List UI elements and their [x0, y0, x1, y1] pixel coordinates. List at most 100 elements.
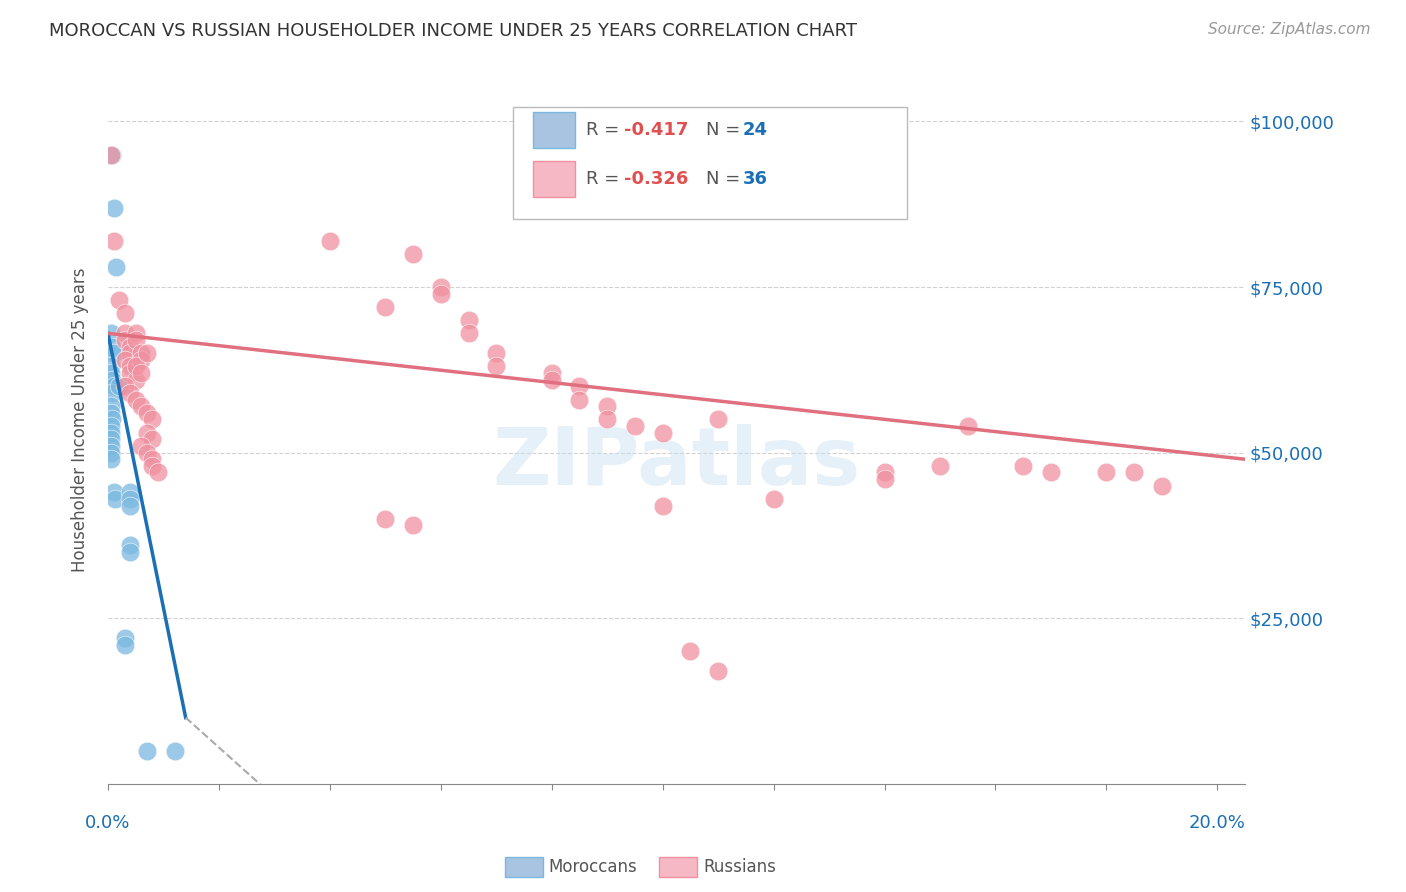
Point [100, 406, 122, 420]
Text: R =: R = [586, 121, 626, 139]
Point [1012, 458, 1035, 473]
Point [141, 433, 163, 447]
Text: R =: R = [586, 170, 626, 188]
Point [596, 399, 619, 413]
Point [319, 234, 342, 248]
Point [120, 545, 142, 559]
Text: -0.417: -0.417 [624, 121, 689, 139]
Point [120, 359, 142, 374]
Point [135, 346, 157, 360]
Point [540, 373, 562, 387]
Point [135, 744, 157, 758]
Point [873, 472, 896, 486]
Point [929, 458, 952, 473]
Point [956, 419, 979, 434]
Point [100, 399, 122, 413]
Point [624, 419, 647, 434]
Point [100, 425, 122, 440]
Point [103, 485, 125, 500]
Text: 20.0%: 20.0% [1189, 814, 1246, 832]
Point [402, 247, 425, 261]
Point [101, 412, 124, 426]
Point [129, 366, 152, 380]
Point [120, 538, 142, 552]
Point [100, 439, 122, 453]
Point [141, 412, 163, 426]
Text: -0.326: -0.326 [624, 170, 689, 188]
Point [100, 326, 122, 341]
Point [120, 366, 142, 380]
Point [103, 346, 125, 360]
Point [100, 445, 122, 459]
Point [707, 412, 730, 426]
Text: N =: N = [706, 170, 745, 188]
Text: N =: N = [706, 121, 745, 139]
Point [105, 260, 128, 274]
Point [101, 147, 124, 161]
Point [120, 499, 142, 513]
Point [141, 452, 163, 467]
Point [100, 433, 122, 447]
Point [101, 386, 124, 401]
Point [114, 638, 136, 652]
Point [374, 512, 396, 526]
Point [146, 466, 169, 480]
Point [114, 352, 136, 367]
Point [114, 631, 136, 645]
Point [100, 452, 122, 467]
Point [568, 379, 591, 393]
Point [108, 379, 131, 393]
Point [100, 147, 122, 161]
Point [129, 439, 152, 453]
Point [1095, 466, 1118, 480]
Point [457, 326, 479, 341]
Text: Moroccans: Moroccans [548, 858, 637, 876]
Text: 24: 24 [742, 121, 768, 139]
Point [114, 326, 136, 341]
Point [125, 373, 148, 387]
Point [108, 293, 131, 308]
Point [141, 458, 163, 473]
Point [129, 352, 152, 367]
Point [873, 466, 896, 480]
Point [103, 379, 125, 393]
Point [120, 491, 142, 506]
Point [125, 326, 148, 341]
Point [120, 346, 142, 360]
Point [129, 346, 152, 360]
Text: 0.0%: 0.0% [86, 814, 131, 832]
Text: Source: ZipAtlas.com: Source: ZipAtlas.com [1208, 22, 1371, 37]
Point [100, 419, 122, 434]
Text: Russians: Russians [703, 858, 776, 876]
Text: MOROCCAN VS RUSSIAN HOUSEHOLDER INCOME UNDER 25 YEARS CORRELATION CHART: MOROCCAN VS RUSSIAN HOUSEHOLDER INCOME U… [49, 22, 858, 40]
Point [103, 234, 125, 248]
Point [429, 286, 451, 301]
Point [120, 340, 142, 354]
Point [114, 333, 136, 347]
Point [402, 518, 425, 533]
Point [114, 306, 136, 320]
Point [101, 373, 124, 387]
Point [429, 280, 451, 294]
Point [568, 392, 591, 407]
Point [100, 359, 122, 374]
Point [1039, 466, 1062, 480]
Point [125, 333, 148, 347]
Point [125, 359, 148, 374]
Point [596, 412, 619, 426]
Point [1123, 466, 1146, 480]
Point [457, 313, 479, 327]
Point [101, 340, 124, 354]
Point [114, 379, 136, 393]
Text: 36: 36 [742, 170, 768, 188]
Point [651, 425, 673, 440]
Point [540, 366, 562, 380]
Point [100, 366, 122, 380]
Point [129, 399, 152, 413]
Point [135, 406, 157, 420]
Text: ZIPatlas: ZIPatlas [492, 425, 860, 502]
Point [485, 359, 508, 374]
Point [374, 300, 396, 314]
Y-axis label: Householder Income Under 25 years: Householder Income Under 25 years [72, 268, 89, 572]
Point [103, 201, 125, 215]
